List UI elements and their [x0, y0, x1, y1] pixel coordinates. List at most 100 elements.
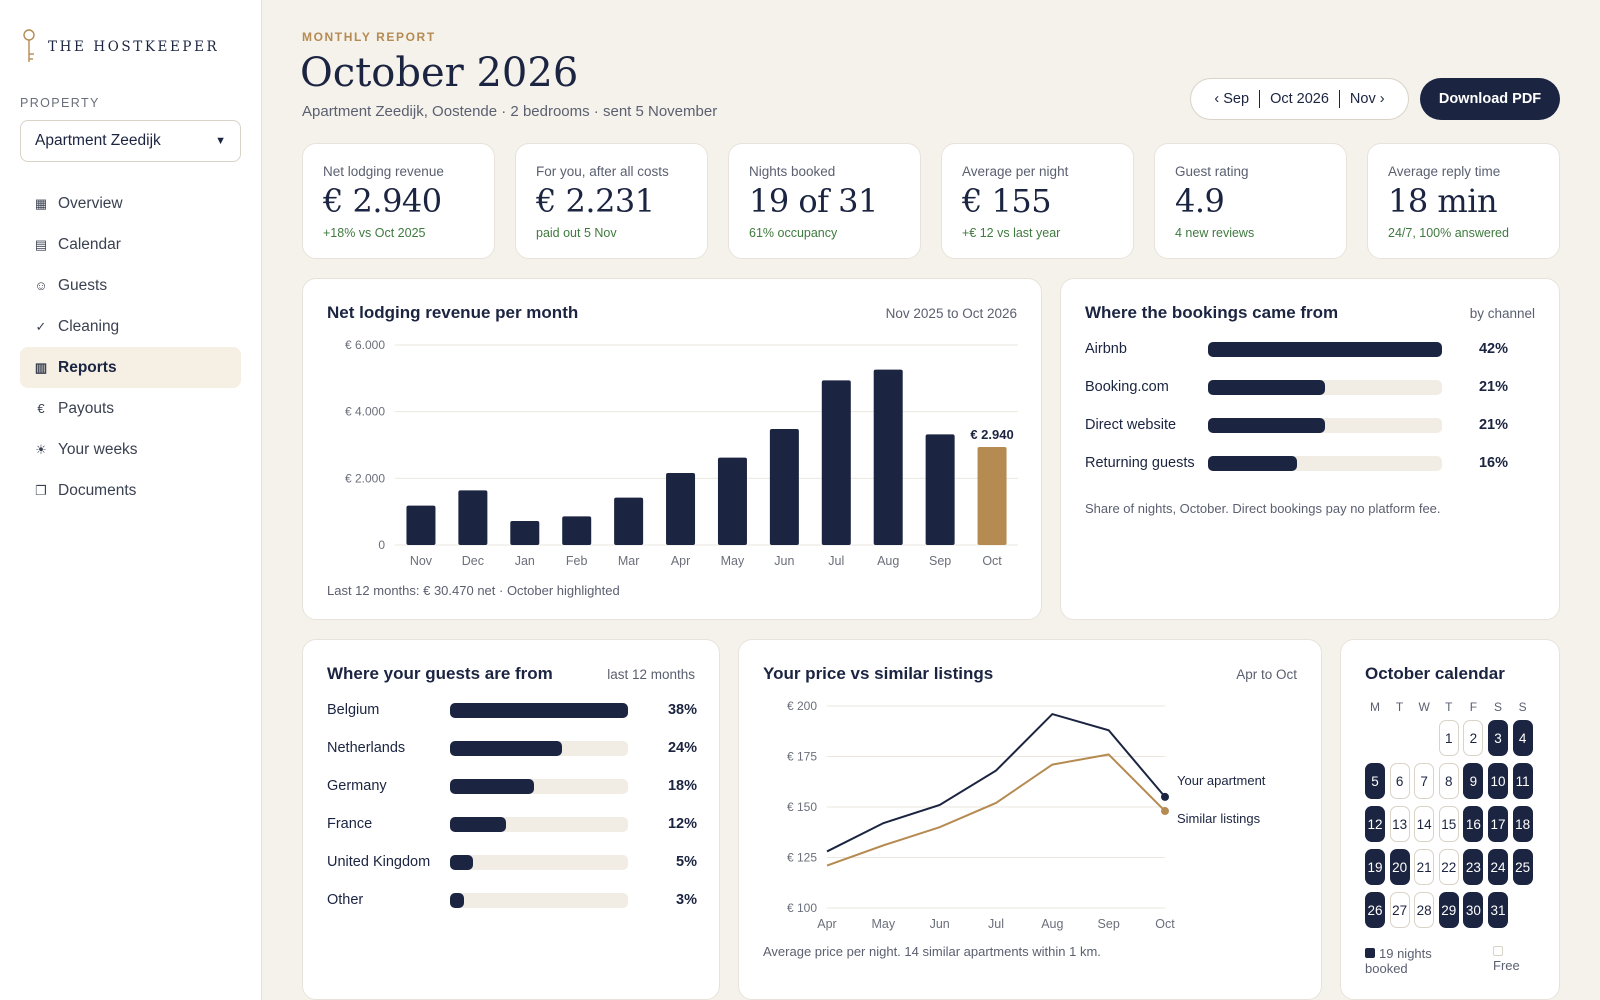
euro-icon: €	[37, 401, 45, 416]
channel-bar-track	[1208, 342, 1442, 357]
sidebar-item-label: Your weeks	[58, 440, 138, 458]
stat-label: Average per night	[962, 164, 1069, 179]
calendar-day-booked[interactable]: 10	[1488, 763, 1508, 799]
origin-bar-fill	[450, 893, 465, 908]
sidebar-item-label: Calendar	[58, 235, 121, 253]
download-pdf-button[interactable]: Download PDF	[1420, 78, 1560, 120]
sidebar-item-payouts[interactable]: € Payouts	[20, 388, 241, 429]
bar-jan[interactable]	[510, 521, 540, 545]
sidebar-item-calendar[interactable]: ▤ Calendar	[20, 224, 241, 265]
sidebar-item-cleaning[interactable]: ✓ Cleaning	[20, 306, 241, 347]
y-tick-label: € 6.000	[345, 338, 385, 352]
calendar-day-free[interactable]: 27	[1389, 892, 1410, 928]
channels-note: Share of nights, October. Direct booking…	[1085, 501, 1441, 516]
calendar-day-booked[interactable]: 25	[1512, 849, 1533, 885]
bar-nov[interactable]	[406, 505, 436, 545]
price-card: Your price vs similar listings Apr to Oc…	[738, 639, 1322, 1000]
bar-sep[interactable]	[925, 434, 955, 545]
bar-dec[interactable]	[458, 490, 488, 545]
sun-icon: ☀	[35, 441, 47, 457]
origin-label: United Kingdom	[327, 854, 431, 870]
bar-feb[interactable]	[562, 516, 592, 545]
channel-label: Booking.com	[1085, 379, 1169, 395]
channel-bar-fill	[1208, 456, 1298, 471]
bar-aug[interactable]	[873, 369, 903, 545]
report-icon: ▥	[34, 359, 48, 375]
bar-jun[interactable]	[769, 429, 799, 545]
bar-oct[interactable]	[977, 447, 1007, 545]
channel-percent: 16%	[1478, 455, 1508, 471]
calendar-day-booked[interactable]: 26	[1365, 892, 1385, 928]
x-tick-label: Oct	[1155, 917, 1175, 931]
legend-booked: 19 nights booked	[1365, 946, 1475, 976]
origin-bar-track	[450, 893, 628, 908]
calendar-card: October calendar M T W T F S S 1 2 3 4 5 6 7 8 9 10 11 12 1…	[1340, 639, 1560, 1000]
y-tick-label: € 125	[787, 851, 817, 865]
legend-booked-label: 19 nights booked	[1365, 946, 1432, 976]
stat-label: Nights booked	[749, 164, 836, 179]
stat-label: Guest rating	[1175, 164, 1249, 179]
calendar-day-booked[interactable]: 5	[1365, 763, 1385, 799]
sidebar-item-overview[interactable]: ▦ Overview	[20, 183, 241, 224]
calendar-day-free[interactable]: 15	[1438, 806, 1459, 842]
calendar-day-free[interactable]: 7	[1414, 763, 1435, 799]
calendar-day-free[interactable]: 13	[1389, 806, 1410, 842]
calendar-day-booked[interactable]: 31	[1488, 892, 1508, 928]
calendar-day-free[interactable]: 21	[1414, 849, 1435, 885]
calendar-day-booked[interactable]: 12	[1365, 806, 1385, 842]
calendar-day-booked[interactable]: 30	[1463, 892, 1484, 928]
calendar-day-booked[interactable]: 17	[1488, 806, 1508, 842]
calendar-day-booked[interactable]: 19	[1365, 849, 1385, 885]
prev-month-button[interactable]: ‹ Sep	[1214, 91, 1250, 107]
weekday-label: S	[1493, 700, 1502, 714]
calendar-day-free[interactable]: 8	[1438, 763, 1459, 799]
calendar-day-booked[interactable]: 29	[1438, 892, 1459, 928]
calendar-day-booked[interactable]: 3	[1488, 720, 1508, 756]
stat-value: 19 of 31	[749, 182, 878, 220]
bar-mar[interactable]	[614, 497, 644, 545]
calendar-day-booked[interactable]: 18	[1512, 806, 1533, 842]
calendar-day-free[interactable]: 1	[1438, 720, 1459, 756]
x-tick-label: Sep	[929, 554, 951, 568]
stat-value: 4.9	[1175, 182, 1225, 220]
origins-card-meta: last 12 months	[607, 667, 695, 682]
month-switcher: ‹ Sep Oct 2026 Nov ›	[1190, 78, 1409, 120]
stat-delta: +€ 12 vs last year	[962, 226, 1061, 240]
sidebar-item-label: Documents	[58, 481, 137, 499]
x-tick-label: Apr	[817, 917, 836, 931]
origin-bar-fill	[450, 855, 474, 870]
stat-value: € 2.231	[536, 182, 655, 220]
channel-label: Airbnb	[1085, 341, 1127, 357]
property-select[interactable]: Apartment Zeedijk ▼	[20, 120, 241, 162]
calendar-day-booked[interactable]: 24	[1488, 849, 1508, 885]
channels-card-title: Where the bookings came from	[1085, 303, 1339, 322]
calendar-day-free[interactable]: 2	[1463, 720, 1484, 756]
calendar-day-booked[interactable]: 16	[1463, 806, 1484, 842]
calendar-day-free[interactable]: 28	[1414, 892, 1435, 928]
calendar-day-booked[interactable]: 20	[1389, 849, 1410, 885]
sidebar-item-label: Overview	[58, 194, 123, 212]
revenue-bar-chart: 0 € 2.000 € 4.000 € 6.000 Nov Dec Jan Feb Mar Apr…	[345, 338, 1018, 568]
sidebar-item-reports[interactable]: ▥ Reports	[20, 347, 241, 388]
calendar-day-booked[interactable]: 23	[1463, 849, 1484, 885]
brand[interactable]: THE HOSTKEEPER	[20, 28, 219, 66]
origin-label: Other	[327, 892, 364, 908]
x-tick-label: Jun	[774, 554, 794, 568]
calendar-day-free[interactable]: 6	[1389, 763, 1410, 799]
calendar-icon: ▤	[34, 236, 48, 252]
x-tick-label: Jul	[988, 917, 1004, 931]
price-card-title: Your price vs similar listings	[763, 664, 994, 683]
sidebar-item-documents[interactable]: ❐ Documents	[20, 470, 241, 511]
bar-apr[interactable]	[666, 473, 696, 545]
y-tick-label: € 100	[787, 901, 817, 915]
calendar-day-booked[interactable]: 9	[1463, 763, 1484, 799]
calendar-day-booked[interactable]: 4	[1512, 720, 1533, 756]
calendar-day-booked[interactable]: 11	[1512, 763, 1533, 799]
bar-may[interactable]	[717, 457, 747, 545]
sidebar-item-guests[interactable]: ☺ Guests	[20, 265, 241, 306]
calendar-day-free[interactable]: 22	[1438, 849, 1459, 885]
bar-jul[interactable]	[821, 380, 851, 545]
sidebar-item-your-weeks[interactable]: ☀ Your weeks	[20, 429, 241, 470]
next-month-button[interactable]: Nov ›	[1349, 91, 1385, 107]
calendar-day-free[interactable]: 14	[1414, 806, 1435, 842]
